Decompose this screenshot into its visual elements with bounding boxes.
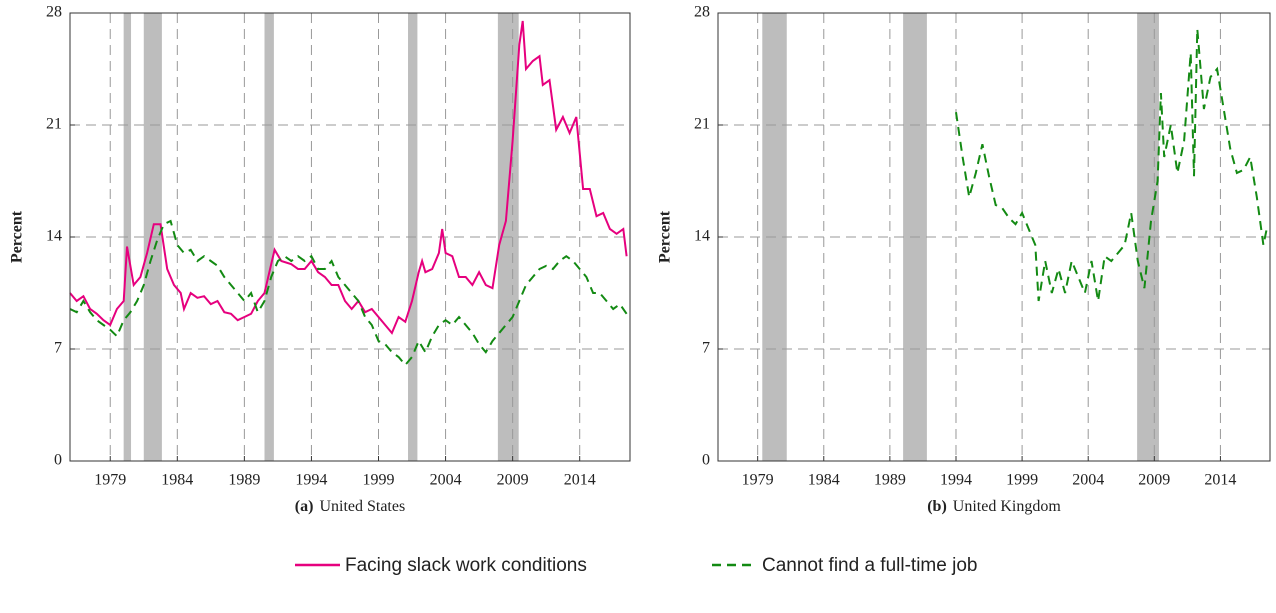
x-tick-label: 2014 <box>1204 472 1236 489</box>
legend-label: Cannot find a full-time job <box>762 555 977 576</box>
panel-title-text: United Kingdom <box>953 498 1062 515</box>
x-tick-label: 2009 <box>497 472 529 489</box>
panel-title: (a) United States <box>295 498 405 515</box>
y-tick-label: 14 <box>694 228 710 245</box>
panel-label: (b) <box>927 498 947 515</box>
legend-label: Facing slack work conditions <box>345 555 587 576</box>
x-tick-label: 2004 <box>1072 472 1104 489</box>
x-tick-label: 1999 <box>363 472 395 489</box>
y-tick-label: 28 <box>46 4 62 21</box>
plot-frame <box>717 12 1271 462</box>
data-line <box>955 28 1268 302</box>
y-tick-label: 0 <box>54 452 62 469</box>
y-tick-label: 21 <box>694 116 710 133</box>
x-tick-label: 1979 <box>742 472 774 489</box>
y-tick-label: 28 <box>694 4 710 21</box>
x-tick-label: 1984 <box>161 472 193 489</box>
y-axis-label: Percent <box>657 210 674 263</box>
x-tick-label: 1984 <box>808 472 840 489</box>
legend: Facing slack work conditions Cannot find … <box>295 555 977 576</box>
x-tick-label: 1989 <box>874 472 906 489</box>
panel-title: (b) United Kingdom <box>927 498 1061 515</box>
x-tick-label: 1994 <box>295 472 327 489</box>
x-tick-label: 2004 <box>430 472 462 489</box>
x-tick-label: 1979 <box>94 472 126 489</box>
panel-title-text: United States <box>319 498 405 515</box>
y-tick-label: 0 <box>702 452 710 469</box>
x-tick-label: 1999 <box>1006 472 1038 489</box>
y-tick-label: 14 <box>46 228 62 245</box>
y-tick-label: 21 <box>46 116 62 133</box>
x-tick-label: 2014 <box>564 472 596 489</box>
data-line <box>69 219 628 367</box>
x-tick-label: 2009 <box>1138 472 1170 489</box>
plot-frame <box>69 12 631 462</box>
y-axis-label: Percent <box>9 210 26 263</box>
y-tick-label: 7 <box>702 340 710 357</box>
y-tick-label: 7 <box>54 340 62 357</box>
x-tick-label: 1989 <box>228 472 260 489</box>
x-tick-label: 1994 <box>940 472 972 489</box>
panel-label: (a) <box>295 498 314 515</box>
